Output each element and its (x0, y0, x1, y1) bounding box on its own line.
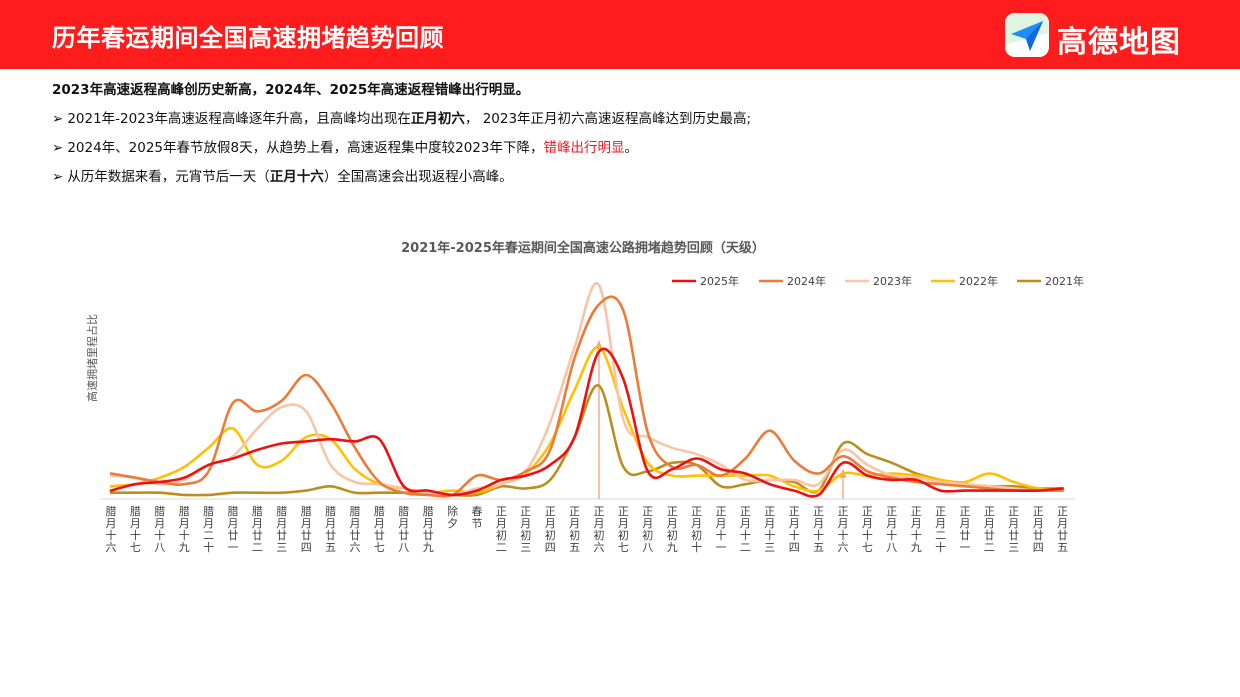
summary-headline: 2023年高速返程高峰创历史新高，2024年、2025年高速返程错峰出行明显。 (52, 82, 530, 98)
x-tick-label: 正月初九 (667, 505, 678, 554)
amap-logo-icon (1005, 13, 1049, 57)
x-tick-label: 正月十三 (764, 505, 775, 554)
bullet-text: 从历年数据来看，元宵节后一天（ (67, 169, 270, 185)
x-tick-label: 腊月十七 (130, 505, 141, 554)
legend-label: 2022年 (959, 274, 998, 288)
x-tick-label: 正月初八 (642, 505, 653, 554)
x-tick-label: 正月初二 (496, 505, 507, 554)
bullet-emphasis: 正月十六 (269, 169, 324, 185)
bullet-text: ）全国高速会出现返程小高峰。 (323, 169, 513, 185)
x-tick-label: 正月廿二 (984, 505, 995, 554)
summary-block: 2023年高速返程高峰创历史新高，2024年、2025年高速返程错峰出行明显。 … (52, 80, 1202, 196)
legend-item: 2021年 (1017, 274, 1084, 288)
x-tick-label: 正月廿三 (1008, 505, 1019, 554)
x-tick-label: 正月廿四 (1033, 505, 1044, 554)
legend-item: 2025年 (672, 274, 739, 288)
x-tick-label: 正月十九 (911, 505, 922, 554)
x-tick-label: 正月初三 (520, 505, 531, 554)
x-tick-label: 腊月十八 (154, 505, 165, 554)
legend-item: 2024年 (759, 274, 826, 288)
x-tick-label: 正月初六 (594, 505, 605, 554)
series-line-2025年 (109, 347, 1064, 498)
bullet-text: ， 2023年正月初六高速返程高峰达到历史最高; (464, 111, 752, 127)
x-tick-label: 腊月廿四 (301, 505, 312, 554)
bullet-text: 。 (624, 140, 638, 156)
x-tick-label: 正月廿五 (1057, 505, 1068, 554)
series-line-2022年 (109, 345, 1064, 495)
x-tick-label: 腊月廿五 (325, 505, 336, 554)
bullet-highlight: 错峰出行明显 (543, 140, 625, 156)
bullet-emphasis: 正月初六 (410, 111, 465, 127)
x-tick-label: 腊月十九 (179, 505, 190, 554)
brand-name: 高德地图 (1057, 25, 1181, 60)
x-tick-label: 正月十四 (789, 505, 800, 554)
x-tick-label: 正月十五 (813, 505, 824, 554)
x-tick-label: 正月廿一 (960, 505, 971, 554)
y-axis-label: 高速拥堵里程占比 (85, 314, 99, 402)
x-tick-label: 腊月廿七 (374, 505, 385, 554)
x-tick-label: 正月十二 (740, 505, 751, 554)
page-title: 历年春运期间全国高速拥堵趋势回顾 (52, 24, 444, 52)
series-line-2021年 (109, 384, 1064, 497)
chart-title: 2021年-2025年春运期间全国高速公路拥堵趋势回顾（天级） (401, 240, 765, 256)
summary-bullet-3: ➢ 从历年数据来看，元宵节后一天（正月十六）全国高速会出现返程小高峰。 (52, 167, 1202, 187)
legend-label: 2023年 (873, 274, 912, 288)
page-header: 历年春运期间全国高速拥堵趋势回顾 高德地图 (0, 0, 1240, 69)
summary-bullet-2: ➢ 2024年、2025年春节放假8天，从趋势上看，高速返程集中度较2023年下降… (52, 138, 1202, 158)
x-tick-label: 正月十六 (838, 505, 849, 554)
bullet-text: 2024年、2025年春节放假8天，从趋势上看，高速返程集中度较2023年下降， (67, 140, 544, 156)
x-tick-label: 春节 (472, 505, 483, 530)
bullet-arrow-icon: ➢ (52, 140, 64, 156)
bullet-arrow-icon: ➢ (52, 169, 64, 185)
x-tick-label: 正月十七 (862, 505, 873, 554)
x-tick-label: 腊月廿九 (423, 505, 434, 554)
x-tick-label: 正月十八 (886, 505, 897, 554)
legend-item: 2023年 (845, 274, 912, 288)
x-tick-label: 腊月廿八 (398, 505, 409, 554)
x-tick-label: 腊月二十 (203, 505, 214, 554)
peak-marker-arrow (595, 340, 603, 499)
x-tick-label: 腊月十六 (106, 505, 117, 554)
x-tick-label: 正月初十 (691, 505, 702, 554)
x-tick-label: 正月初七 (618, 505, 629, 554)
legend-item: 2022年 (931, 274, 998, 288)
x-tick-label: 正月初四 (545, 505, 556, 554)
legend-label: 2024年 (787, 274, 826, 288)
bullet-arrow-icon: ➢ (52, 111, 64, 127)
bullet-text: 2021年-2023年高速返程高峰逐年升高，且高峰均出现在 (67, 111, 411, 127)
x-tick-label: 正月初五 (569, 505, 580, 554)
x-tick-label: 正月十一 (716, 505, 727, 554)
legend-label: 2025年 (700, 274, 739, 288)
series-line-2023年 (109, 281, 1064, 497)
summary-bullet-1: ➢ 2021年-2023年高速返程高峰逐年升高，且高峰均出现在正月初六， 2023… (52, 109, 1202, 129)
x-tick-label: 腊月廿二 (252, 505, 263, 554)
x-tick-label: 除夕 (447, 504, 458, 530)
x-tick-label: 腊月廿六 (350, 505, 361, 554)
x-tick-label: 腊月廿三 (276, 505, 287, 554)
legend-label: 2021年 (1045, 274, 1084, 288)
x-tick-label: 腊月廿一 (228, 505, 239, 554)
x-tick-label: 正月二十 (935, 505, 946, 554)
